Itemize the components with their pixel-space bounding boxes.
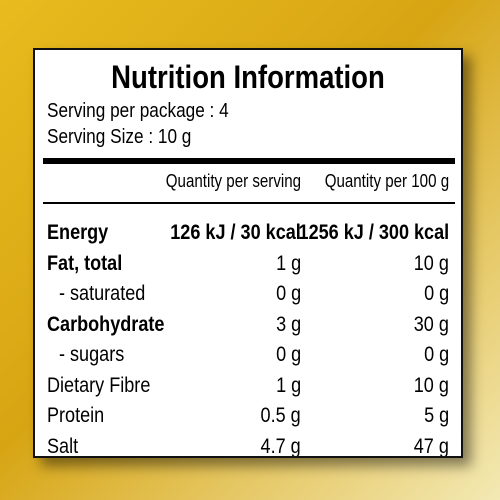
nutrient-name: Dietary Fibre (47, 373, 151, 397)
nutrient-per-100g: 0 g (423, 343, 449, 366)
nutrient-name: Energy (47, 221, 109, 244)
nutrient-per-serving: 1 g (275, 251, 301, 275)
nutrient-per-serving: 3 g (275, 312, 301, 336)
header-divider (43, 158, 455, 164)
nutrient-rows: Energy 126 kJ / 30 kcal 1256 kJ / 300 kc… (35, 218, 461, 458)
table-row: Energy 126 kJ / 30 kcal 1256 kJ / 300 kc… (35, 218, 461, 249)
nutrient-name: Protein (47, 404, 105, 427)
nutrient-per-serving: 4.7 g (260, 434, 301, 458)
nutrient-name: Carbohydrate (47, 312, 165, 336)
nutrient-per-serving: 0 g (275, 282, 301, 305)
nutrient-per-100g: 0 g (423, 282, 449, 305)
table-row: Salt 4.7 g 47 g (35, 432, 461, 458)
nutrient-per-100g: 47 g (413, 434, 449, 458)
header-per-100g: Quantity per 100 g (324, 171, 449, 191)
nutrient-per-serving: 1 g (275, 373, 301, 397)
nutrition-panel: Nutrition Information Serving per packag… (33, 48, 463, 458)
nutrient-per-100g: 1256 kJ / 300 kcal (298, 221, 449, 244)
nutrient-per-100g: 5 g (423, 404, 449, 427)
column-header-divider (43, 202, 455, 204)
table-row: Carbohydrate 3 g 30 g (35, 310, 461, 341)
nutrient-per-100g: 10 g (413, 373, 449, 397)
serving-size: Serving Size : 10 g (47, 126, 192, 148)
header-per-serving: Quantity per serving (165, 171, 301, 191)
panel-title: Nutrition Information (111, 59, 385, 95)
nutrient-name: - sugars (59, 343, 125, 366)
nutrient-per-100g: 30 g (413, 312, 449, 336)
table-row: Dietary Fibre 1 g 10 g (35, 371, 461, 402)
table-row: Fat, total 1 g 10 g (35, 249, 461, 280)
nutrient-name: - saturated (59, 282, 146, 305)
nutrient-per-serving: 126 kJ / 30 kcal (170, 221, 301, 244)
servings-per-package: Serving per package : 4 (47, 100, 229, 122)
nutrient-per-100g: 10 g (413, 251, 449, 275)
table-row: Protein 0.5 g 5 g (35, 401, 461, 432)
nutrient-name: Salt (47, 434, 79, 458)
table-row: - sugars 0 g 0 g (35, 340, 461, 371)
nutrient-name: Fat, total (47, 251, 123, 275)
table-row: - saturated 0 g 0 g (35, 279, 461, 310)
column-headers: Quantity per serving Quantity per 100 g (35, 168, 461, 194)
nutrient-per-serving: 0 g (275, 343, 301, 366)
nutrient-per-serving: 0.5 g (260, 404, 301, 427)
